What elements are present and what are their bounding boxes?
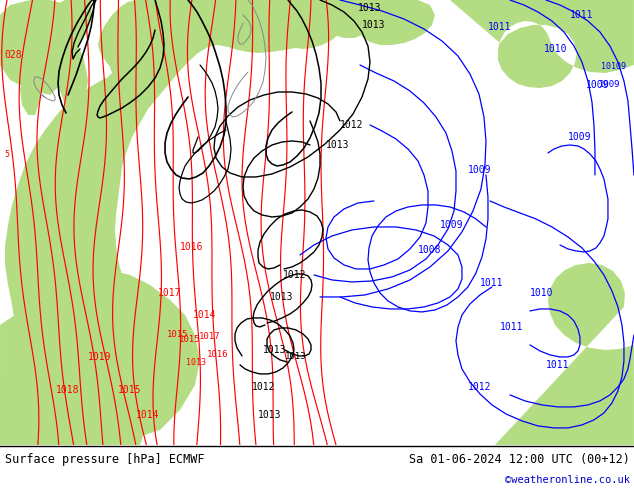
Text: 1009: 1009 <box>568 132 592 142</box>
Text: 1013: 1013 <box>362 20 385 30</box>
Text: 1016: 1016 <box>180 242 204 252</box>
Text: 1009: 1009 <box>586 80 610 90</box>
Text: 1019: 1019 <box>88 352 112 362</box>
Polygon shape <box>240 0 258 27</box>
Polygon shape <box>0 270 200 445</box>
Text: 5: 5 <box>4 150 9 159</box>
Text: 1015: 1015 <box>179 336 201 344</box>
Text: 1017: 1017 <box>158 288 182 298</box>
Polygon shape <box>356 0 435 45</box>
Text: 1013: 1013 <box>263 345 287 355</box>
Polygon shape <box>0 0 345 445</box>
Polygon shape <box>450 0 634 88</box>
Text: 1013: 1013 <box>270 292 294 302</box>
Text: 1011: 1011 <box>500 322 524 332</box>
Text: Sa 01-06-2024 12:00 UTC (00+12): Sa 01-06-2024 12:00 UTC (00+12) <box>409 453 630 466</box>
Polygon shape <box>50 25 88 145</box>
Text: 1016: 1016 <box>207 350 229 360</box>
Text: 1013: 1013 <box>285 352 307 362</box>
Text: 1014: 1014 <box>136 410 160 420</box>
Text: 1009: 1009 <box>599 80 621 90</box>
Text: 1013: 1013 <box>258 410 281 420</box>
Text: 1013: 1013 <box>327 140 350 150</box>
Text: 1011: 1011 <box>570 10 593 20</box>
Text: 028: 028 <box>4 50 22 60</box>
Text: 1011: 1011 <box>480 278 504 288</box>
Text: 1017: 1017 <box>199 332 221 342</box>
Text: 1008: 1008 <box>418 245 442 255</box>
Text: 1011: 1011 <box>547 360 570 370</box>
Text: 1012: 1012 <box>469 382 492 392</box>
Text: 1018: 1018 <box>56 385 80 395</box>
Polygon shape <box>0 0 72 95</box>
Text: 1014: 1014 <box>193 310 217 320</box>
Text: 1012: 1012 <box>340 120 364 130</box>
Text: 1009: 1009 <box>440 220 463 230</box>
Text: 10109: 10109 <box>602 63 626 72</box>
Polygon shape <box>50 0 92 47</box>
Polygon shape <box>430 263 634 445</box>
Text: 1015: 1015 <box>119 385 142 395</box>
Text: 1013: 1013 <box>186 358 206 368</box>
Text: 1011: 1011 <box>488 22 512 32</box>
Text: 1012: 1012 <box>252 382 276 392</box>
Text: 1015: 1015 <box>167 330 189 340</box>
Text: ©weatheronline.co.uk: ©weatheronline.co.uk <box>505 475 630 485</box>
Text: 1010: 1010 <box>544 44 567 54</box>
Polygon shape <box>326 0 378 38</box>
Text: 1009: 1009 <box>469 165 492 175</box>
Text: Surface pressure [hPa] ECMWF: Surface pressure [hPa] ECMWF <box>5 453 205 466</box>
Text: 1012: 1012 <box>283 270 307 280</box>
Polygon shape <box>272 0 348 49</box>
Text: 1013: 1013 <box>358 3 382 13</box>
Text: 1010: 1010 <box>530 288 553 298</box>
Polygon shape <box>20 63 42 115</box>
